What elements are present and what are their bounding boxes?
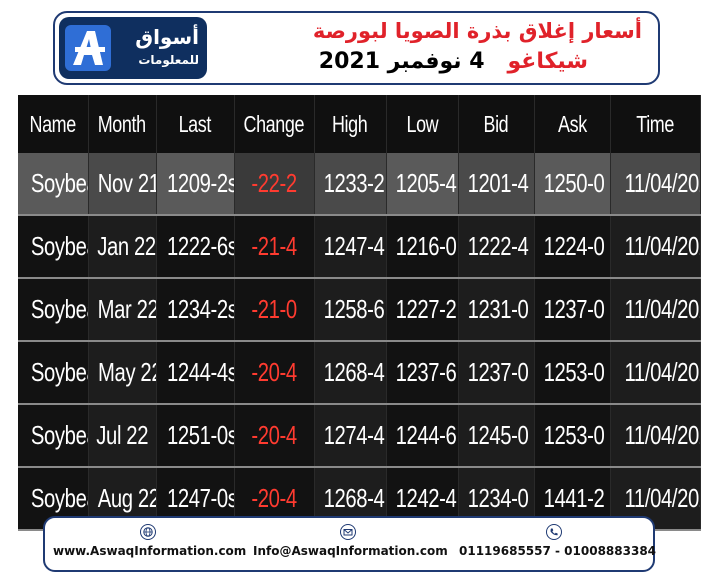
cell-name: Soybean [18, 278, 89, 342]
cell-month: Mar 22 [88, 278, 157, 342]
cell-low: 1216-0 [386, 215, 459, 279]
email-contact[interactable]: Info@AswaqInformation.com [253, 524, 448, 558]
cell-low: 1227-2 [386, 278, 459, 342]
table-row: Soybean Jan 22 1222-6s -21-4 1247-4 1216… [18, 215, 701, 279]
cell-high: 1268-4 [314, 341, 387, 405]
table-header-row: Name Month Last Change High Low Bid Ask … [18, 95, 701, 153]
prices-table: Name Month Last Change High Low Bid Ask … [18, 95, 701, 531]
cell-bid: 1237-0 [458, 341, 535, 405]
cell-change: -21-4 [234, 215, 315, 279]
table-row: Soybean Nov 21 1209-2s -22-2 1233-2 1205… [18, 153, 701, 216]
cell-change: -20-4 [234, 341, 315, 405]
col-header-name: Name [18, 95, 89, 153]
col-header-bid: Bid [458, 95, 535, 153]
col-header-time: Time [610, 95, 701, 153]
col-header-change: Change [234, 95, 315, 153]
cell-high: 1274-4 [314, 404, 387, 468]
logo-subtext: للمعلومات [138, 53, 199, 67]
phone-numbers[interactable]: 01119685557 - 01008883384 [459, 544, 657, 558]
contact-footer: www.AswaqInformation.com Info@AswaqInfor… [43, 516, 656, 572]
cell-low: 1244-6 [386, 404, 459, 468]
cell-ask: 1250-0 [534, 153, 611, 216]
subtitle-city: شيكاغو [507, 49, 589, 74]
cell-low: 1205-4 [386, 153, 459, 216]
logo-a-icon [65, 25, 111, 71]
website-contact[interactable]: www.AswaqInformation.com [53, 524, 247, 558]
cell-bid: 1222-4 [458, 215, 535, 279]
cell-last: 1209-2s [156, 153, 235, 216]
page-title: أسعار إغلاق بذرة الصويا لبورصة [312, 19, 642, 43]
cell-month: Jul 22 [88, 404, 157, 468]
cell-last: 1234-2s [156, 278, 235, 342]
cell-bid: 1231-0 [458, 278, 535, 342]
cell-month: Nov 21 [88, 153, 157, 216]
cell-last: 1222-6s [156, 215, 235, 279]
website-link[interactable]: www.AswaqInformation.com [53, 544, 247, 558]
cell-high: 1247-4 [314, 215, 387, 279]
cell-time: 11/04/2021 [610, 341, 701, 405]
logo-text: أسواق [135, 25, 199, 49]
phone-contact[interactable]: 01119685557 - 01008883384 [459, 524, 656, 558]
cell-name: Soybean [18, 404, 89, 468]
cell-ask: 1237-0 [534, 278, 611, 342]
cell-time: 11/04/2021 [610, 404, 701, 468]
cell-change: -21-0 [234, 278, 315, 342]
table-row: Soybean Mar 22 1234-2s -21-0 1258-6 1227… [18, 278, 701, 342]
phone-icon [546, 524, 562, 540]
col-header-low: Low [386, 95, 459, 153]
cell-bid: 1201-4 [458, 153, 535, 216]
cell-ask: 1253-0 [534, 341, 611, 405]
cell-last: 1251-0s [156, 404, 235, 468]
cell-month: May 22 [88, 341, 157, 405]
table-row: Soybean Jul 22 1251-0s -20-4 1274-4 1244… [18, 404, 701, 468]
email-link[interactable]: Info@AswaqInformation.com [253, 544, 448, 558]
cell-time: 11/04/2021 [610, 153, 701, 216]
globe-icon [140, 524, 156, 540]
cell-time: 11/04/2021 [610, 215, 701, 279]
envelope-icon [340, 524, 356, 540]
col-header-ask: Ask [534, 95, 611, 153]
subtitle-date: 4 نوفمبر 2021 [318, 49, 485, 74]
cell-name: Soybean [18, 341, 89, 405]
col-header-last: Last [156, 95, 235, 153]
page-subtitle: شيكاغو 4 نوفمبر 2021 [319, 49, 588, 74]
cell-month: Jan 22 [88, 215, 157, 279]
cell-bid: 1245-0 [458, 404, 535, 468]
cell-name: Soybean [18, 215, 89, 279]
cell-change: -20-4 [234, 404, 315, 468]
cell-name: Soybean [18, 153, 89, 216]
col-header-high: High [314, 95, 387, 153]
cell-time: 11/04/2021 [610, 278, 701, 342]
cell-high: 1258-6 [314, 278, 387, 342]
cell-last: 1244-4s [156, 341, 235, 405]
header-banner: أسواق للمعلومات أسعار إغلاق بذرة الصويا … [53, 11, 660, 85]
cell-ask: 1224-0 [534, 215, 611, 279]
cell-change: -22-2 [234, 153, 315, 216]
cell-ask: 1253-0 [534, 404, 611, 468]
cell-low: 1237-6 [386, 341, 459, 405]
col-header-month: Month [88, 95, 157, 153]
brand-logo: أسواق للمعلومات [59, 17, 207, 79]
cell-high: 1233-2 [314, 153, 387, 216]
table-row: Soybean May 22 1244-4s -20-4 1268-4 1237… [18, 341, 701, 405]
